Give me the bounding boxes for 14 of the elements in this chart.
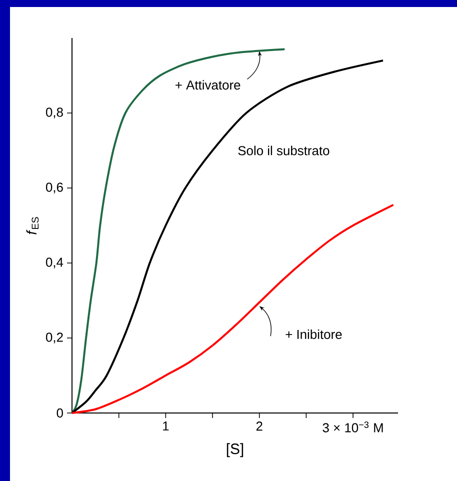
y-tick-label: 0,2 [46,332,63,344]
x-tick-label: 3 × 10$^{−3}$ M [322,422,383,432]
series-label: Solo il substrato [238,146,330,156]
series-label: + Attivatore [176,80,240,90]
y-tick-label: 0 [56,408,63,418]
y-tick-label: 0,8 [46,108,63,118]
x-tick-label: 1 [163,422,169,430]
line-series [71,204,394,414]
y-tick-label: 0,4 [46,258,64,268]
y-tick-label: 0,6 [46,182,63,194]
x-tick-label: 2 [256,422,262,431]
y-axis-title: f$_{ES}$ [26,217,39,234]
text: + Inibitore [286,329,342,340]
x-axis-title: [S] [226,443,244,458]
